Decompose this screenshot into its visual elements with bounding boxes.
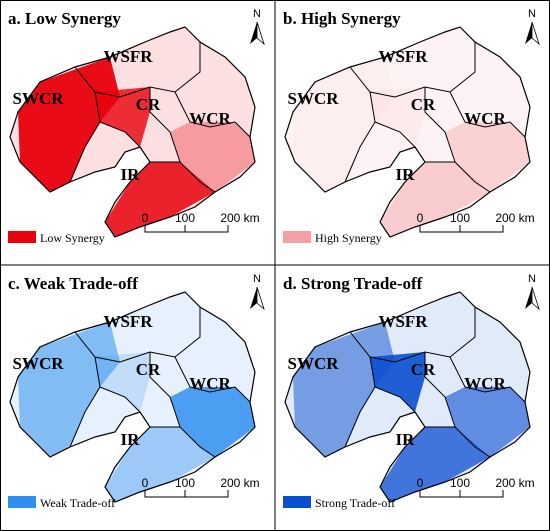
scale-label: 200 km <box>495 476 534 490</box>
region-label: WSFR <box>378 47 428 66</box>
legend-label: Weak Trade-off <box>40 496 115 510</box>
region-label: CR <box>136 360 161 379</box>
region-label: WSFR <box>103 312 153 331</box>
panel: d. Strong Trade-off WSFR SWCR CR WCR IR Strong… <box>283 273 540 510</box>
map-area <box>170 122 255 192</box>
north-arrow <box>525 287 532 309</box>
north-arrow-outline <box>256 21 265 46</box>
map-area <box>445 387 530 457</box>
scale-label: 0 <box>417 211 424 225</box>
legend-swatch <box>8 496 36 508</box>
region-label: SWCR <box>287 354 339 373</box>
map-area <box>380 162 490 237</box>
north-label: N <box>528 8 536 20</box>
region-label: WCR <box>189 109 231 128</box>
scale-label: 100 <box>450 211 470 225</box>
map-area <box>95 87 150 147</box>
north-arrow <box>250 22 257 44</box>
region-label: WCR <box>189 374 231 393</box>
panel-title: c. Weak Trade-off <box>8 274 138 293</box>
scale-label: 100 <box>450 476 470 490</box>
panel: b. High Synergy WSFR SWCR CR WCR IR High Syner… <box>283 8 540 245</box>
region-label: IR <box>396 165 416 184</box>
scale-bar <box>419 490 504 498</box>
north-arrow-outline <box>531 286 540 311</box>
legend-label: High Synergy <box>315 231 382 245</box>
scale-label: 200 km <box>220 211 259 225</box>
region-label: IR <box>121 430 141 449</box>
region-label: CR <box>136 95 161 114</box>
map-area <box>445 122 530 192</box>
scale-bar <box>419 225 504 233</box>
north-arrow-outline <box>256 286 265 311</box>
panel: c. Weak Trade-off WSFR SWCR CR WCR IR Weak Tra… <box>8 273 265 510</box>
region-label: CR <box>411 360 436 379</box>
panel-title: d. Strong Trade-off <box>283 274 423 293</box>
map-area <box>370 87 425 147</box>
legend-label: Strong Trade-off <box>315 496 395 510</box>
map-area <box>170 387 255 457</box>
region-label: WSFR <box>378 312 428 331</box>
north-arrow-outline <box>531 21 540 46</box>
region-label: SWCR <box>287 89 339 108</box>
map-area <box>105 427 215 502</box>
scale-label: 0 <box>142 211 149 225</box>
legend-swatch <box>8 231 36 243</box>
map <box>285 27 530 237</box>
map-area <box>380 427 490 502</box>
scale-bar <box>144 225 229 233</box>
scale-label: 100 <box>175 211 195 225</box>
north-label: N <box>253 273 261 285</box>
region-label: IR <box>121 165 141 184</box>
north-arrow <box>525 22 532 44</box>
panel-title: b. High Synergy <box>283 9 401 28</box>
region-label: CR <box>411 95 436 114</box>
region-label: SWCR <box>12 354 64 373</box>
panel-title: a. Low Synergy <box>8 9 121 28</box>
scale-bar <box>144 490 229 498</box>
region-label: WCR <box>464 109 506 128</box>
scale-label: 0 <box>417 476 424 490</box>
region-label: SWCR <box>12 89 64 108</box>
region-label: IR <box>396 430 416 449</box>
map-area <box>370 352 425 412</box>
map-area <box>95 352 150 412</box>
scale-label: 0 <box>142 476 149 490</box>
scale-label: 100 <box>175 476 195 490</box>
legend-swatch <box>283 231 311 243</box>
scale-label: 200 km <box>495 211 534 225</box>
legend-label: Low Synergy <box>40 231 105 245</box>
north-arrow <box>250 287 257 309</box>
region-label: WCR <box>464 374 506 393</box>
north-label: N <box>528 273 536 285</box>
region-label: WSFR <box>103 47 153 66</box>
legend-swatch <box>283 496 311 508</box>
scale-label: 200 km <box>220 476 259 490</box>
map-area <box>105 162 215 237</box>
panel: a. Low Synergy WSFR SWCR CR WCR IR Low Synergy… <box>8 8 265 245</box>
north-label: N <box>253 8 261 20</box>
